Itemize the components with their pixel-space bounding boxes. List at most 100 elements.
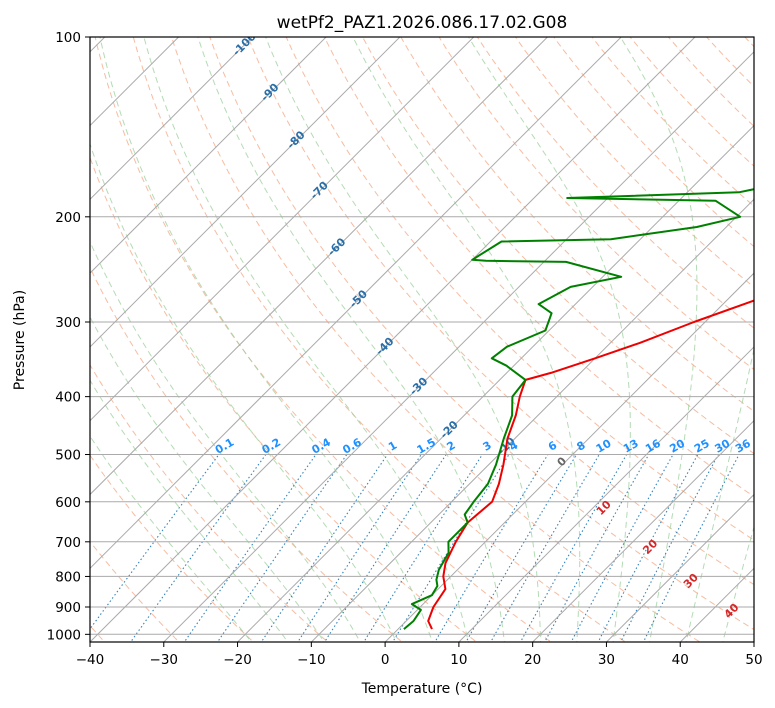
mixing-ratio-line [465,454,577,642]
mixing-ratio-label: 3 [481,439,494,454]
mixing-ratio-label: 36 [733,437,753,456]
isotherm-label: -70 [308,179,331,202]
dry-adiabat [285,37,754,541]
y-tick-label: 200 [55,210,81,226]
mixing-ratio-label: 0.4 [310,435,334,456]
isotherm-line [310,198,754,642]
grid [90,37,754,642]
dry-adiabat [209,37,754,631]
y-tick-label: 100 [55,30,81,46]
mixing-ratio-line [363,454,483,642]
moist-adiabat [197,37,505,642]
moist-adiabat [619,37,698,642]
moist-adiabat [99,37,433,642]
moist-adiabat [722,525,754,642]
isotherm-label: -80 [284,128,307,151]
x-tick-label: 40 [672,652,689,668]
series-line-green [403,188,754,630]
dry-adiabat [400,37,754,412]
isotherm-line [605,493,754,642]
x-tick-label: 20 [524,652,541,668]
mixing-ratio-label: 10 [594,437,614,456]
mixing-ratio-label: 0.2 [260,436,283,457]
moist-adiabat-label: 40 [722,601,742,621]
mixing-ratio-label: 1.5 [415,436,438,457]
dry-adiabat [90,156,478,642]
frost-point-curve [0,24,61,635]
x-tick-label: 50 [745,652,762,668]
dry-adiabat [90,266,403,642]
mixing-ratio-line [620,454,719,642]
mixing-ratio-label: 25 [692,437,712,456]
moist-adiabat-label: 0 [555,454,570,469]
mixing-ratio-line [216,454,348,642]
x-axis-label: Temperature (°C) [361,681,483,697]
isotherm-label: -50 [347,287,370,310]
isotherm-line [236,124,754,642]
isotherm-line [90,37,622,569]
x-tick-label: −20 [223,652,252,668]
mixing-ratio-line [597,454,699,642]
mixing-ratio-label: 30 [712,437,732,456]
mixing-ratio-line [392,454,510,642]
series-lines [403,188,754,630]
isotherm-line [90,37,327,274]
dry-adiabat [591,37,754,207]
dry-adiabat [770,24,775,647]
isotherm-line [384,272,754,642]
isotherm-line [90,37,254,201]
moist-adiabat [90,435,253,642]
x-tick-label: −10 [297,652,326,668]
dry-adiabat [94,37,552,642]
mixing-ratio-label: 1 [386,439,399,454]
mixing-ratio-label: 13 [621,437,641,456]
y-tick-label: 1000 [47,627,81,643]
moist-adiabat-label: 20 [640,537,660,557]
isotherm-line [90,37,549,496]
mixing-ratio-label: 16 [643,437,663,456]
isotherm-line [90,37,401,348]
y-axis-label: Pressure (hPa) [12,290,28,390]
mixing-ratio-line [183,454,317,642]
moist-adiabat [685,346,754,642]
isotherm-line [531,419,754,642]
isotherm-line [90,37,696,642]
mixing-ratio-line [434,454,549,642]
plot-frame [89,36,755,643]
dry-adiabat [323,37,754,498]
moist-adiabat [90,379,289,642]
moist-adiabat [143,37,469,642]
x-tick-label: −40 [76,652,105,668]
mixing-ratio-line [297,454,422,642]
y-axis: 100 200 300 400 500 600 700 800 900 1000 [47,30,90,643]
y-tick-label: 600 [55,495,81,511]
moist-adiabat-label: 10 [594,498,614,518]
mixing-ratio-label: 0.1 [213,436,236,457]
x-tick-label: 10 [450,652,467,668]
isotherm-line [753,641,754,642]
x-axis: −40 −30 −20 −10 0 10 20 30 40 50 [76,642,763,668]
isopleth-labels: -100-90-80-70-60-50-40-30-20-100.1 0.2 0.4… [213,30,753,621]
moist-adiabat [90,142,397,642]
y-tick-label: 400 [55,390,81,406]
mixing-ratio-line [130,454,267,642]
mixing-ratio-line [323,454,447,642]
y-tick-label: 300 [55,315,81,331]
x-tick-label: 30 [598,652,615,668]
dry-adiabat [90,364,329,642]
moist-adiabat [467,37,631,642]
isotherm-label: -90 [258,81,281,104]
isotherm-line [163,51,754,642]
y-tick-label: 500 [55,448,81,464]
isotherm-line [90,37,475,422]
dry-adiabat [629,37,754,167]
dry-adiabat [90,454,255,642]
moist-adiabat [90,315,325,642]
x-tick-label: 0 [381,652,390,668]
dry-adiabat [132,37,627,642]
isotherm-line [679,567,754,642]
chart-title: wetPf2_PAZ1.2026.086.17.02.G08 [277,13,568,33]
y-tick-label: 800 [55,569,81,585]
isotherm-label: -100 [230,30,259,59]
